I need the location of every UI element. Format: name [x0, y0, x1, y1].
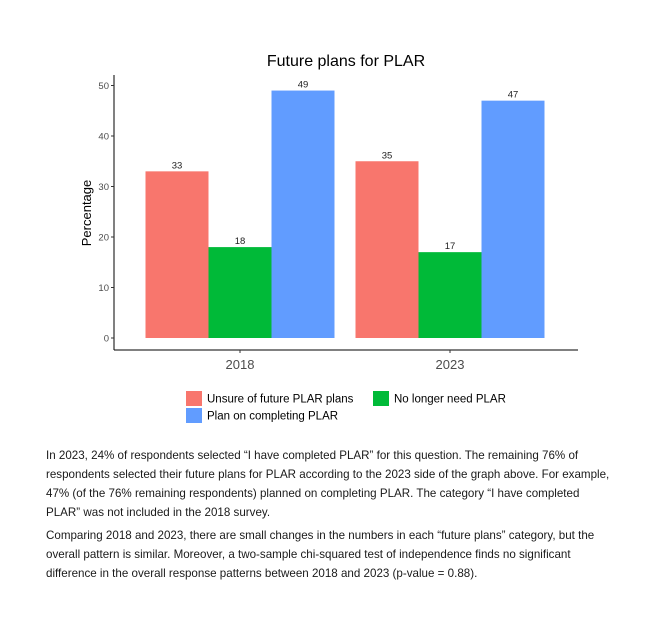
- legend-swatch: [186, 408, 202, 423]
- bar-value-label: 17: [445, 241, 456, 252]
- bar-value-label: 33: [172, 160, 183, 171]
- bar-2018-0: [145, 171, 209, 338]
- legend-label: Plan on completing PLAR: [207, 411, 338, 423]
- y-tick-label: 30: [98, 182, 109, 193]
- plot-area: 0 10 20 30 40 50 33 18 49 2018 35 17 47 2023: [98, 75, 578, 372]
- y-tick-label: 0: [104, 334, 109, 345]
- y-axis-label: Percentage: [79, 180, 94, 247]
- bar-2018-2: [271, 90, 335, 338]
- bar-2023-2: [481, 100, 545, 339]
- legend-swatch: [373, 391, 389, 406]
- bar-value-label: 47: [508, 90, 519, 101]
- legend-label: Unsure of future PLAR plans: [207, 394, 354, 406]
- chart-title: Future plans for PLAR: [267, 53, 425, 70]
- x-tick-label: 2018: [226, 357, 255, 372]
- legend-label: No longer need PLAR: [394, 394, 506, 406]
- y-tick-label: 50: [98, 81, 109, 92]
- legend-swatch: [186, 391, 202, 406]
- legend: Unsure of future PLAR plans No longer nee…: [186, 391, 506, 423]
- bar-value-label: 35: [382, 150, 393, 161]
- bar-2018-1: [208, 247, 272, 338]
- x-tick-label: 2023: [436, 357, 465, 372]
- bar-chart: Future plans for PLAR Percentage 0 10 20 30…: [79, 53, 578, 423]
- y-tick-label: 20: [98, 233, 109, 244]
- bar-2023-0: [355, 161, 419, 338]
- y-tick-label: 10: [98, 283, 109, 294]
- paragraph-1: In 2023, 24% of respondents selected “I …: [46, 449, 610, 519]
- bar-2023-1: [418, 252, 482, 338]
- bar-value-label: 49: [298, 80, 309, 91]
- bar-value-label: 18: [235, 236, 246, 247]
- paragraph-2: Comparing 2018 and 2023, there are small…: [46, 529, 595, 580]
- y-tick-label: 40: [98, 132, 109, 143]
